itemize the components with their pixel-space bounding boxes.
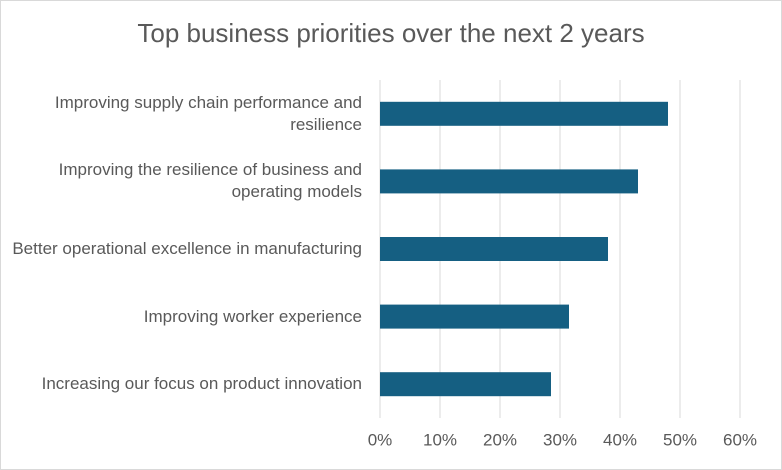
- x-tick-label: 30%: [543, 430, 577, 449]
- y-tick-label: Improving worker experience: [143, 306, 362, 326]
- x-tick-label: 60%: [723, 430, 757, 449]
- bar: [380, 304, 569, 329]
- y-tick-label: Increasing our focus on product innovati…: [41, 374, 362, 394]
- x-tick-label: 20%: [483, 430, 517, 449]
- y-tick-label: Better operational excellence in manufac…: [12, 239, 362, 258]
- x-tick-label: 0%: [368, 430, 393, 449]
- y-tick-label: Improving the resilience of business and…: [58, 160, 362, 202]
- bar: [380, 169, 638, 194]
- chart-title: Top business priorities over the next 2 …: [137, 18, 644, 48]
- x-tick-label: 50%: [663, 430, 697, 449]
- bar: [380, 372, 551, 397]
- x-tick-label: 10%: [423, 430, 457, 449]
- bar: [380, 237, 608, 261]
- y-tick-label: Improving supply chain performance and r…: [54, 92, 362, 134]
- x-tick-label: 40%: [603, 430, 637, 449]
- bar: [380, 101, 668, 126]
